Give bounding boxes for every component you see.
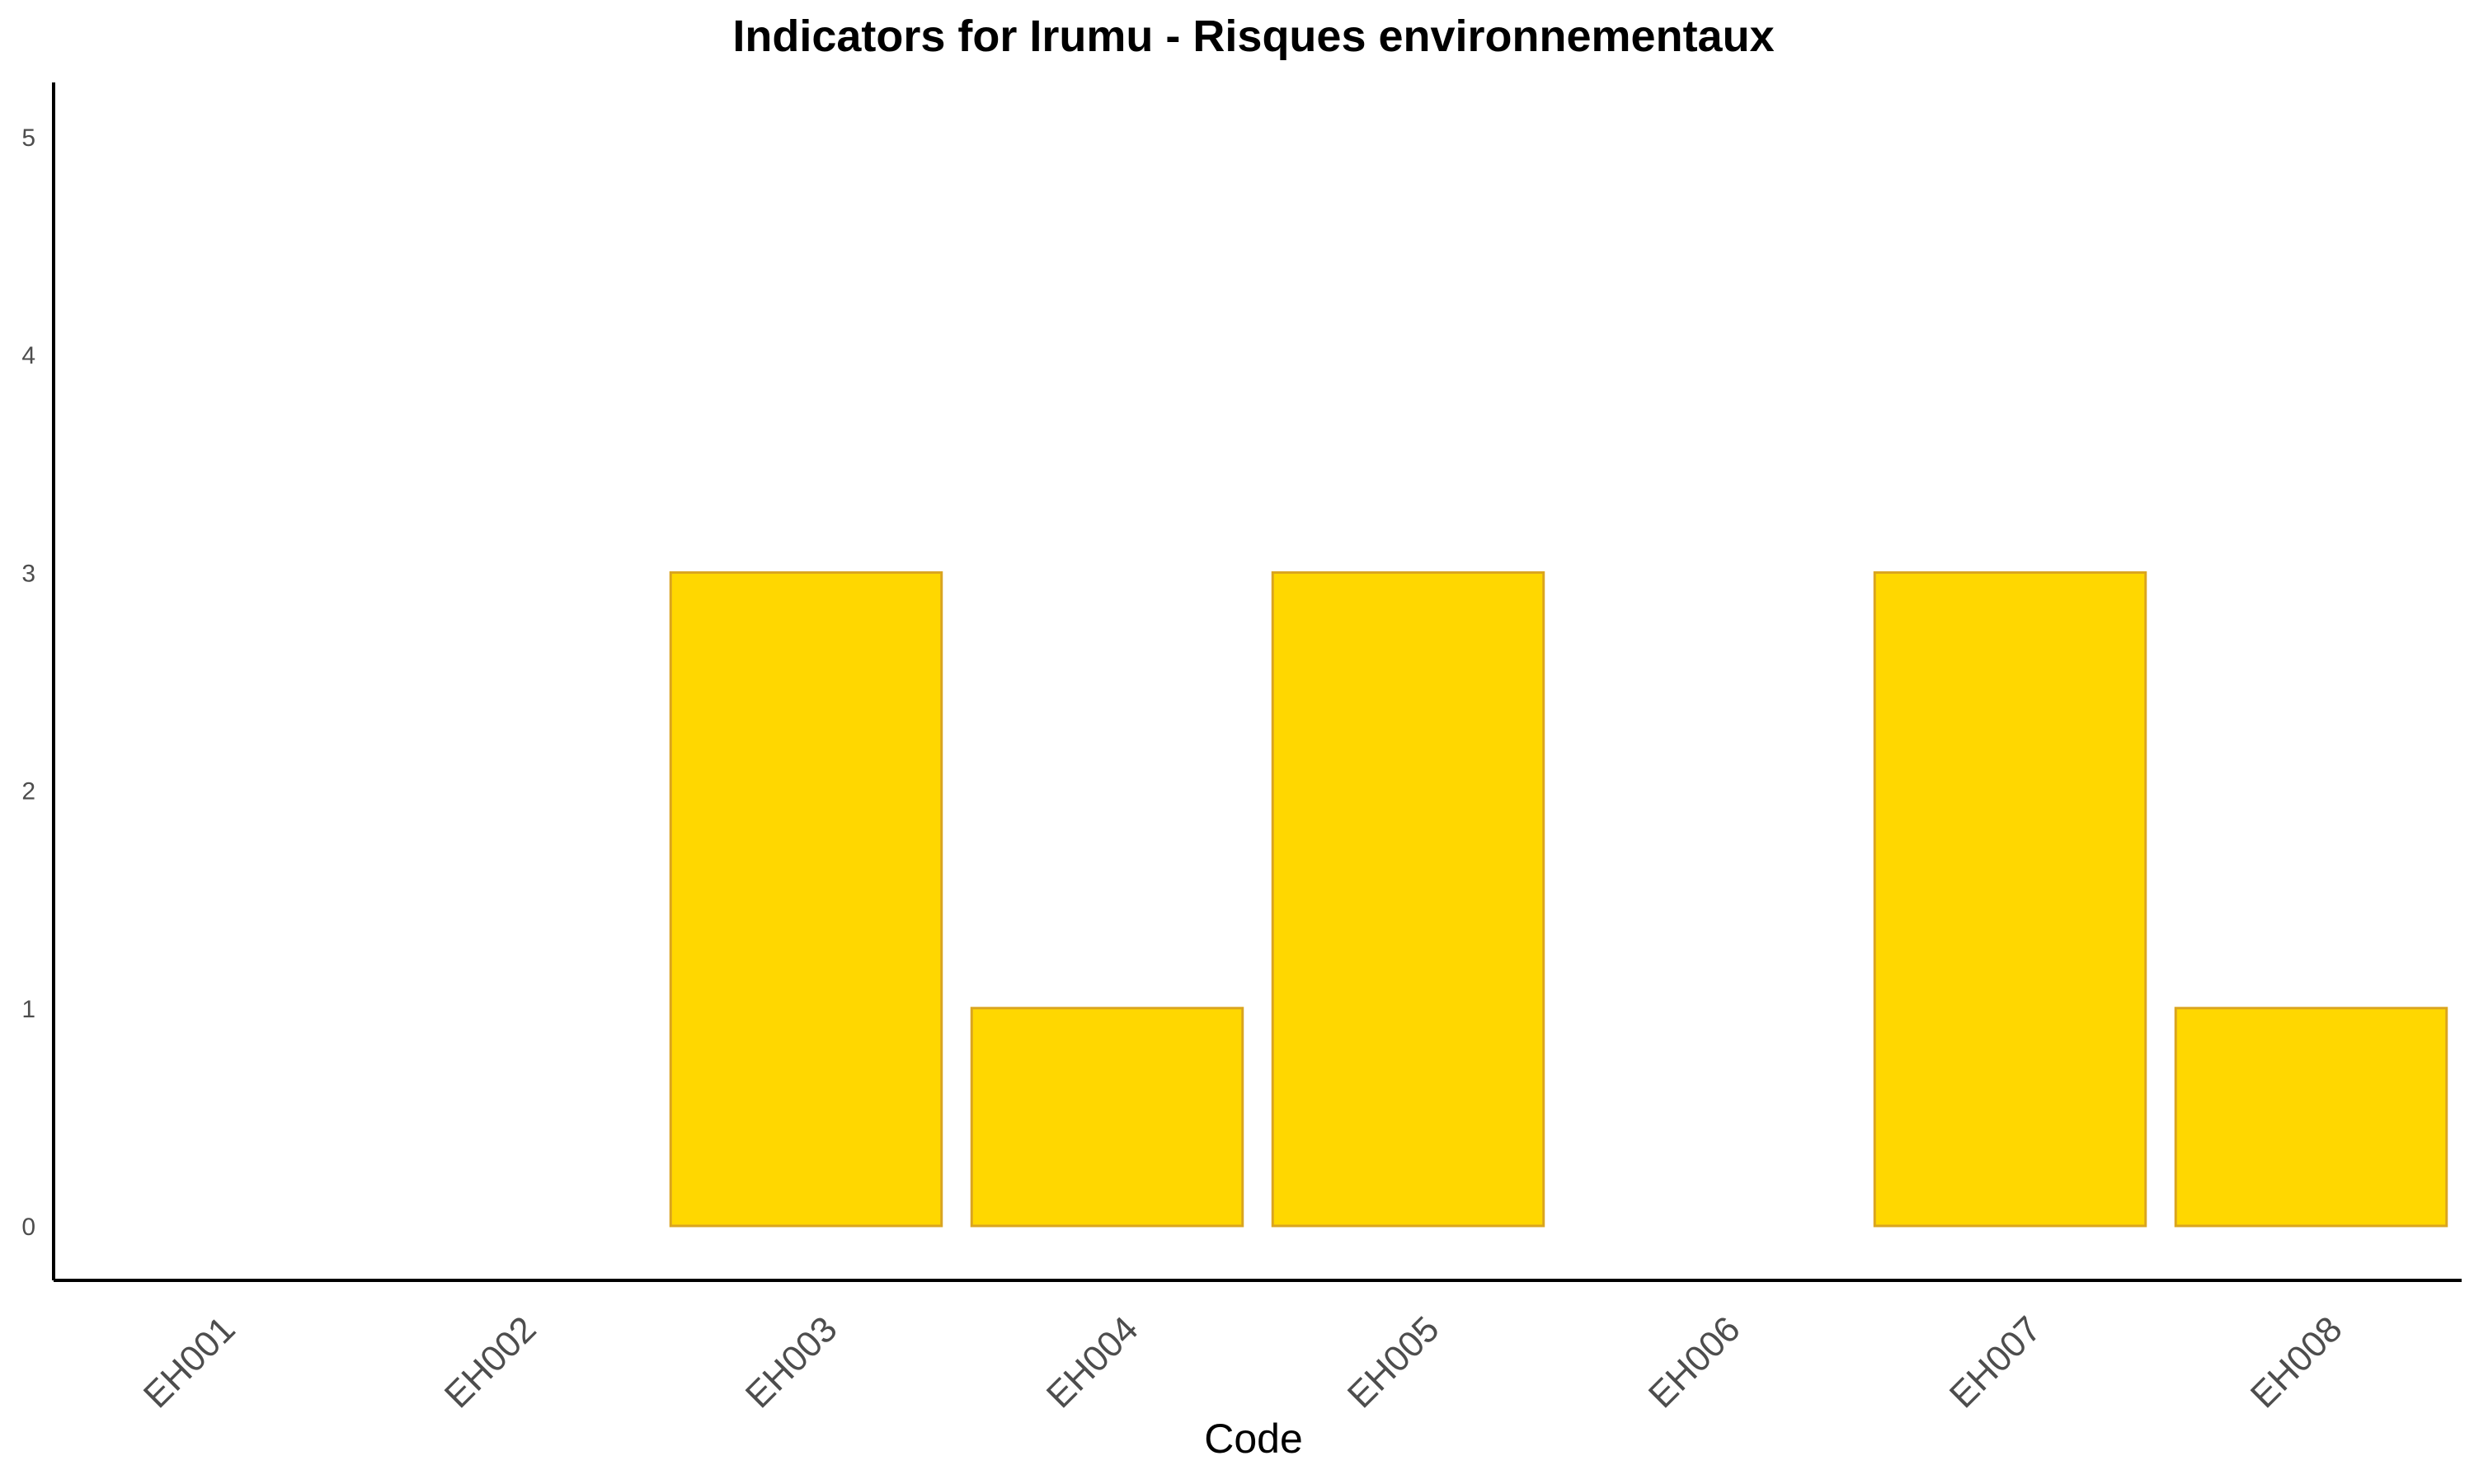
x-tick-label: EH001 — [136, 1308, 243, 1416]
bar-eh007 — [1873, 571, 2147, 1228]
x-tick-label: EH004 — [1039, 1308, 1146, 1416]
y-tick-label: 2 — [21, 778, 35, 805]
bar-eh008 — [2174, 1007, 2448, 1228]
x-tick-labels: EH001 EH002 EH003 EH004 EH005 EH006 EH007 EH008 — [136, 1308, 2350, 1416]
y-tick-labels: 0 1 2 3 4 5 — [21, 124, 35, 1241]
x-axis-label: Code — [1204, 1416, 1303, 1462]
y-tick-label: 3 — [21, 560, 35, 587]
x-tick-label: EH006 — [1641, 1308, 1748, 1416]
y-tick-label: 0 — [21, 1214, 35, 1241]
bar-eh005 — [1271, 571, 1545, 1228]
y-tick-label: 1 — [21, 996, 35, 1023]
x-tick-label: EH008 — [2243, 1308, 2350, 1416]
bar-eh004 — [970, 1007, 1244, 1228]
x-tick-label: EH007 — [1942, 1308, 2049, 1416]
chart-title: Indicators for Irumu - Risques environne… — [732, 12, 1774, 61]
x-tick-label: EH002 — [437, 1308, 544, 1416]
bars-group — [669, 571, 2448, 1228]
y-tick-label: 4 — [21, 342, 35, 369]
y-tick-label: 5 — [21, 124, 35, 152]
x-tick-label: EH003 — [738, 1308, 845, 1416]
bar-eh003 — [669, 571, 943, 1228]
x-tick-label: EH005 — [1340, 1308, 1447, 1416]
